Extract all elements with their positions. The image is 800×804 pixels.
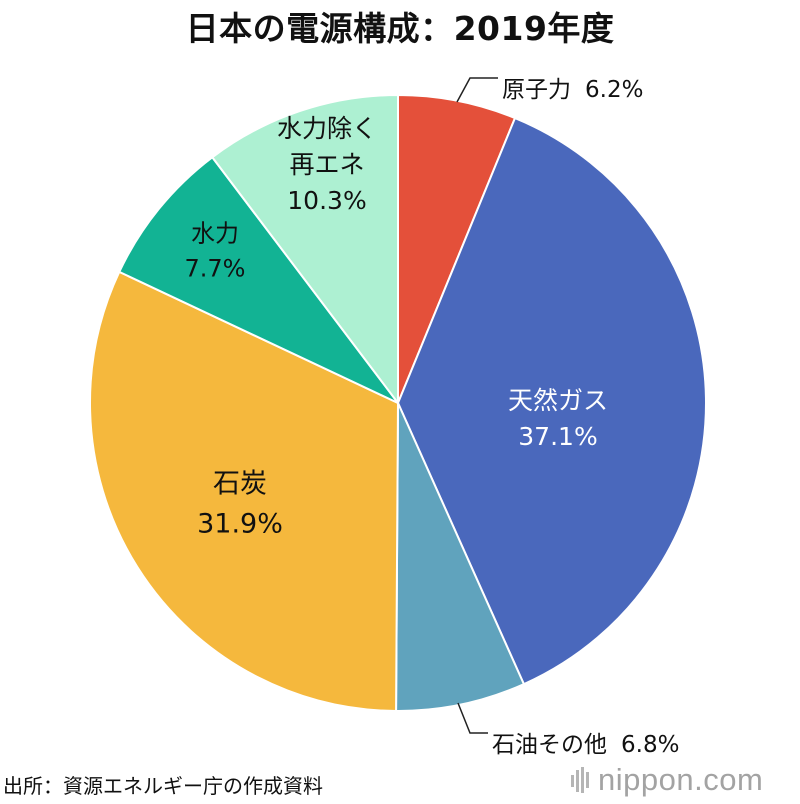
slice-3-label: 石油その他 6.8% — [492, 732, 679, 758]
slice-6-name-line-2: 再エネ — [289, 150, 364, 179]
slice-4-wedge — [89, 270, 400, 712]
slice-6-value: 10.3% — [287, 186, 366, 215]
slice-3-leader-line — [457, 702, 488, 734]
slice-6-wedge — [210, 93, 399, 406]
slice-4-value: 31.9% — [197, 509, 283, 540]
slice-4-name-line-1: 石炭 — [213, 469, 267, 500]
slice-5-label: 水力 7.7% — [185, 220, 246, 283]
slice-5-name-line-1: 水力 — [191, 220, 239, 248]
slice-2-label: 天然ガス 37.1% — [508, 386, 608, 451]
slice-3-name: 石油その他 — [492, 732, 607, 758]
slice-2-value: 37.1% — [518, 422, 597, 451]
slice-1-value: 6.2% — [585, 77, 643, 103]
nippon-logo-icon — [571, 767, 589, 793]
slice-5-value: 7.7% — [185, 255, 246, 283]
slice-2-wedge — [396, 116, 707, 686]
source-note: 出所：資源エネルギー庁の作成資料 — [3, 774, 323, 798]
brand-logo: nippon.com — [570, 760, 763, 800]
slice-2-name-line-1: 天然ガス — [508, 386, 608, 415]
slice-1-leader-line — [456, 77, 498, 103]
chart-title: 日本の電源構成：2019年度 — [185, 9, 615, 48]
slice-3-value: 6.8% — [621, 732, 679, 758]
slice-6-name-line-1: 水力除く — [277, 114, 377, 143]
brand-name: nippon.com — [598, 762, 764, 797]
slice-3-wedge — [395, 402, 526, 712]
slice-4-label: 石炭 31.9% — [197, 469, 283, 540]
slice-5-wedge — [117, 155, 399, 404]
slice-1-label: 原子力 6.2% — [502, 77, 643, 103]
slice-1-name: 原子力 — [502, 77, 571, 103]
